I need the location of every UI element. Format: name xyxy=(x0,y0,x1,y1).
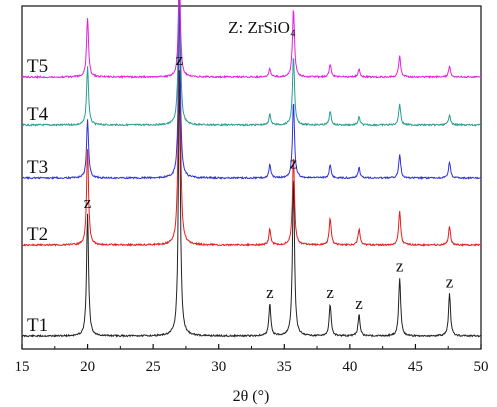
x-tick-label: 40 xyxy=(342,359,357,375)
peak-label-z: z xyxy=(266,283,274,302)
x-axis: 15 20 25 30 35 40 45 50 xyxy=(15,344,489,375)
x-tick-label: 30 xyxy=(211,359,226,375)
peak-label-group: z z z z z z z z xyxy=(84,50,454,313)
series-line-t3 xyxy=(21,3,482,181)
x-tick-label: 25 xyxy=(146,359,161,375)
series-label-t2: T2 xyxy=(27,224,48,245)
peak-label-z: z xyxy=(355,294,363,313)
x-tick-label: 50 xyxy=(474,359,489,375)
series-label-t5: T5 xyxy=(27,56,48,77)
series-line-t4 xyxy=(22,0,482,127)
peak-label-z: z xyxy=(176,50,184,69)
peak-label-z: z xyxy=(446,273,454,292)
peak-label-z: z xyxy=(290,153,298,172)
x-tick-label: 15 xyxy=(15,359,30,375)
legend-note: Z: ZrSiO₄ xyxy=(228,18,296,37)
series-group: T1 T2 T3 T4 T5 xyxy=(21,0,482,338)
x-tick-label: 20 xyxy=(80,359,95,375)
series-line-t1 xyxy=(21,70,481,338)
peak-label-z: z xyxy=(396,257,404,276)
series-label-t3: T3 xyxy=(27,157,48,178)
peak-label-z: z xyxy=(326,283,334,302)
x-tick-label: 45 xyxy=(408,359,423,375)
peak-label-z: z xyxy=(84,193,92,212)
series-label-t1: T1 xyxy=(27,315,48,336)
x-tick-label: 35 xyxy=(277,359,292,375)
series-line-t5 xyxy=(21,0,482,80)
series-line-t2 xyxy=(21,0,482,247)
series-label-t4: T4 xyxy=(27,104,49,125)
x-axis-title: 2θ (°) xyxy=(233,388,270,405)
